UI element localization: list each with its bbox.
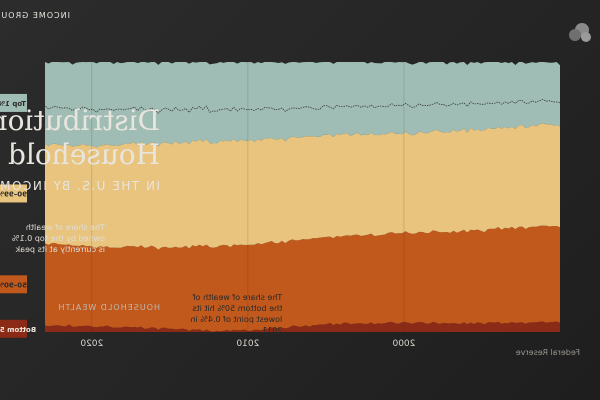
legend-label: Bottom 50% [0,326,36,334]
line-top-0-1 [44,98,561,114]
area-bottom-50 [45,321,560,332]
x-tick-2010: 2010 [236,339,259,349]
area-90-99 [45,123,560,250]
x-tick-2000: 2000 [392,339,415,349]
legend-label: Top 1% [0,100,26,108]
legend-swatch [0,319,27,338]
axis-note: Household Wealth [58,303,160,312]
annotation-line: owned by the top 0.1% [12,234,105,243]
annotation-line: lowest point of 0.4% in [190,315,282,324]
legend-swatch [0,184,27,203]
legend-title: Income Groups [0,11,70,20]
annotation-line: The share of wealth [26,223,106,232]
chart-title-line-2: Household Wealth [0,138,160,171]
logo [569,23,591,42]
legend-item-1: 50–90% [0,275,27,294]
legend-header: Income Groups [0,11,70,20]
annotation-line: the bottom 50% hit its [192,304,282,313]
x-axis: 2000 2010 2020 [80,339,415,349]
annotation-line: 2011 [262,326,282,335]
legend-item-2: 90–99% [0,184,27,203]
annotation-line: The share of wealth of [193,293,284,302]
chart-title-line-1: Distribution of [0,104,160,137]
legend-label: 90–99% [0,190,27,198]
line-layer [44,98,561,114]
legend-swatch [0,93,27,112]
annotation-1: The share of wealth of the bottom 50% hit… [190,293,283,335]
annotation-2: The share of wealth owned by the top 0.1%… [12,223,106,254]
legend: Bottom 50% 50–90% 90–99% Top 1% [0,93,36,338]
source-note: Federal Reserve [516,348,580,357]
area-layer [45,62,560,332]
chart-subtitle: in the U.S. by Income Group [0,179,160,193]
area-50-90 [45,225,560,332]
title-block: Distribution of Household Wealth in the … [0,104,160,312]
annotation-line: is currently at its peak [15,245,105,254]
annotation-layer: The share of wealth of the bottom 50% hit… [12,223,284,335]
legend-swatch [0,275,27,294]
gridline-layer [91,20,405,332]
x-tick-2020: 2020 [80,339,103,349]
area-top-1 [45,62,560,148]
legend-item-3: Top 1% [0,93,27,112]
legend-label: 50–90% [0,281,27,289]
legend-item-0: Bottom 50% [0,319,36,338]
